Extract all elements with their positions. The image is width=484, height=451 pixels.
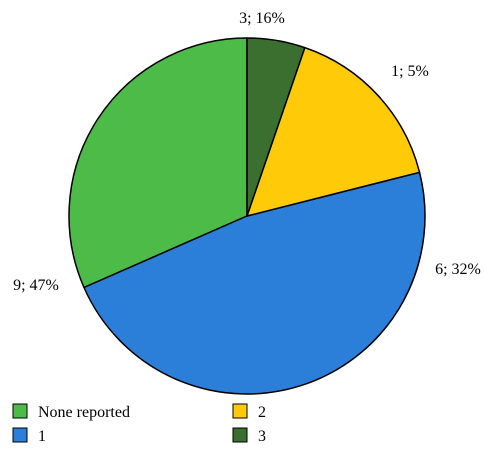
chart-legend: None reported 2 1 3 — [12, 403, 266, 445]
legend-swatch-2 — [232, 403, 248, 419]
pie-slices — [68, 37, 426, 395]
data-label-none-reported: 6; 32% — [435, 261, 481, 278]
legend-swatch-3 — [232, 427, 248, 443]
pie-slice-none-reported — [68, 37, 248, 289]
legend-label-none-reported: None reported — [38, 404, 130, 421]
pie-slice-3 — [246, 37, 306, 217]
legend-label-3: 3 — [258, 428, 266, 445]
pie-data-labels: 6; 32% 9; 47% 3; 16% 1; 5% — [13, 10, 481, 294]
legend-swatch-1 — [12, 427, 28, 443]
legend-label-1: 1 — [38, 428, 46, 445]
legend-swatch-none-reported — [12, 403, 28, 419]
data-label-3: 1; 5% — [391, 63, 429, 80]
pie-slice-1 — [83, 171, 426, 395]
pie-slice-2 — [246, 46, 421, 217]
data-label-1: 9; 47% — [13, 277, 59, 294]
data-label-2: 3; 16% — [239, 10, 285, 27]
legend-label-2: 2 — [258, 404, 266, 421]
